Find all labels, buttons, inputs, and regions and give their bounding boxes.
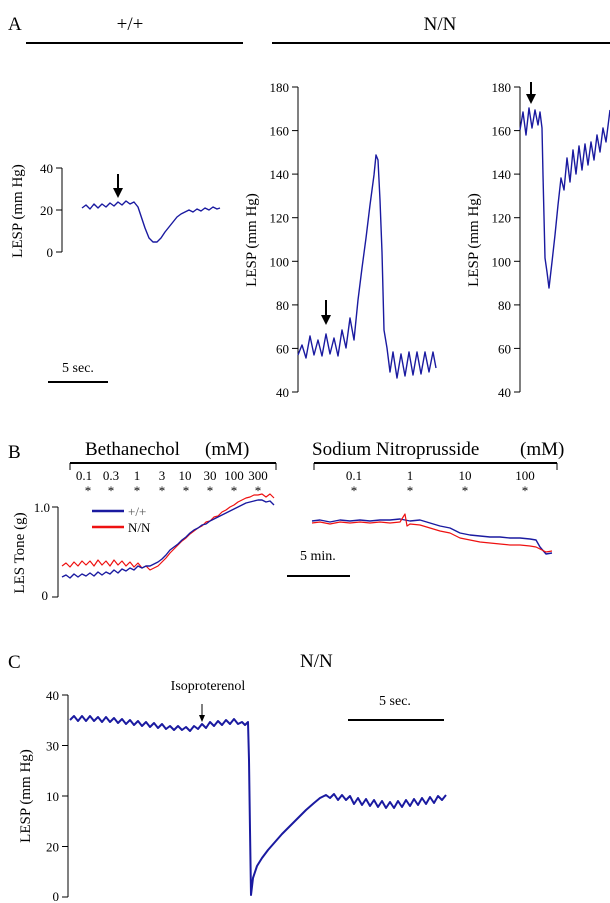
significance-mark: * xyxy=(255,483,262,498)
tick-label: 60 xyxy=(498,341,511,356)
significance-mark: * xyxy=(159,483,166,498)
tick-label: 10 xyxy=(46,789,59,804)
tick-label: 0 xyxy=(47,245,54,260)
tick-label: 30 xyxy=(46,739,59,754)
down-arrow-icon xyxy=(199,704,205,722)
dose-label: 0.1 xyxy=(76,468,92,483)
panel-c: C N/N 40 30 10 20 0 LESP (mm Hg) Isoprot… xyxy=(8,651,447,903)
group-wt-label: +/+ xyxy=(117,14,144,35)
dose-label: 10 xyxy=(459,468,472,483)
drug1-name: Bethanechol xyxy=(85,439,180,460)
tick-label: 40 xyxy=(40,161,53,176)
plot-a2: 180 160 140 120 100 80 60 40 LESP (mm Hg… xyxy=(244,80,437,400)
legend-label-wt: +/+ xyxy=(128,504,146,519)
scale-label: 5 min. xyxy=(300,549,336,564)
tick-label: 40 xyxy=(498,385,511,400)
tick-label: 160 xyxy=(492,124,512,139)
panel-b: B Bethanechol (mM) 0.1 0.3 1 3 10 30 100… xyxy=(8,439,564,603)
tick-label: 40 xyxy=(46,688,59,703)
tick-label: 120 xyxy=(270,211,290,226)
dose-label: 0.3 xyxy=(103,468,119,483)
significance-mark: * xyxy=(351,483,358,498)
tick-label: 0 xyxy=(42,588,49,603)
drug2-unit: (mM) xyxy=(520,439,564,460)
down-arrow-icon xyxy=(321,300,331,325)
dose-label: 0.1 xyxy=(346,468,362,483)
significance-mark: * xyxy=(183,483,190,498)
significance-mark: * xyxy=(85,483,92,498)
significance-mark: * xyxy=(207,483,214,498)
tick-label: 180 xyxy=(270,80,290,95)
drug2-name: Sodium Nitroprusside xyxy=(312,439,479,460)
panel-a: A +/+ N/N 40 20 0 LESP (mm Hg) 5 sec. xyxy=(8,14,610,400)
dose-label: 1 xyxy=(407,468,414,483)
bethanechol-trace-mut xyxy=(61,493,275,571)
drug1-dose-labels: 0.1 0.3 1 3 10 30 100 300 * * * * * * * … xyxy=(76,468,268,498)
plot-a2-ylabel: LESP (mm Hg) xyxy=(244,193,260,287)
tick-label: 0 xyxy=(53,889,60,903)
dose-label: 10 xyxy=(179,468,192,483)
dose-label: 3 xyxy=(159,468,166,483)
dose-label: 300 xyxy=(248,468,268,483)
tick-label: 20 xyxy=(46,840,59,855)
tick-label: 100 xyxy=(270,254,290,269)
tick-label: 140 xyxy=(492,167,512,182)
plot-a3-ylabel: LESP (mm Hg) xyxy=(466,193,482,287)
panel-b-ylabel: LES Tone (g) xyxy=(12,512,28,593)
plot-a1-ylabel: LESP (mm Hg) xyxy=(10,164,26,258)
dose-label: 100 xyxy=(224,468,244,483)
panel-c-label: C xyxy=(8,652,21,673)
scale-label: 5 sec. xyxy=(62,361,94,376)
dose-label: 1 xyxy=(134,468,141,483)
down-arrow-icon xyxy=(526,82,536,104)
plot-a2-trace xyxy=(297,154,437,379)
tick-label: 100 xyxy=(492,254,512,269)
tick-label: 80 xyxy=(276,298,289,313)
significance-mark: * xyxy=(462,483,469,498)
drug1-unit: (mM) xyxy=(205,439,249,460)
tick-label: 1.0 xyxy=(34,500,50,515)
plot-a1: 40 20 0 LESP (mm Hg) 5 sec. xyxy=(10,161,221,383)
bethanechol-trace-wt xyxy=(61,499,275,579)
plot-a3-trace xyxy=(519,107,610,289)
significance-mark: * xyxy=(108,483,115,498)
down-arrow-icon xyxy=(113,174,123,198)
plot-a1-trace xyxy=(81,200,221,243)
plot-a3: 180 160 140 120 100 80 60 40 LESP (mm Hg… xyxy=(466,80,610,400)
panel-c-ylabel: LESP (mm Hg) xyxy=(18,749,34,843)
tick-label: 160 xyxy=(270,124,290,139)
isoproterenol-label: Isoproterenol xyxy=(171,679,246,694)
panel-a-label: A xyxy=(8,14,22,35)
tick-label: 180 xyxy=(492,80,512,95)
tick-label: 120 xyxy=(492,211,512,226)
significance-mark: * xyxy=(522,483,529,498)
tick-label: 60 xyxy=(276,341,289,356)
panel-c-title: N/N xyxy=(300,651,333,672)
significance-mark: * xyxy=(231,483,238,498)
significance-mark: * xyxy=(407,483,414,498)
tick-label: 40 xyxy=(276,385,289,400)
legend-label-mut: N/N xyxy=(128,520,151,535)
group-mut-label: N/N xyxy=(424,14,457,35)
panel-c-trace xyxy=(69,715,447,896)
panel-b-label: B xyxy=(8,442,21,463)
dose-label: 100 xyxy=(515,468,535,483)
significance-mark: * xyxy=(134,483,141,498)
scale-label: 5 sec. xyxy=(379,694,411,709)
nitroprusside-trace-mut xyxy=(311,513,553,553)
tick-label: 20 xyxy=(40,203,53,218)
nitroprusside-trace-wt xyxy=(311,518,553,555)
dose-label: 30 xyxy=(204,468,217,483)
tick-label: 80 xyxy=(498,298,511,313)
tick-label: 140 xyxy=(270,167,290,182)
